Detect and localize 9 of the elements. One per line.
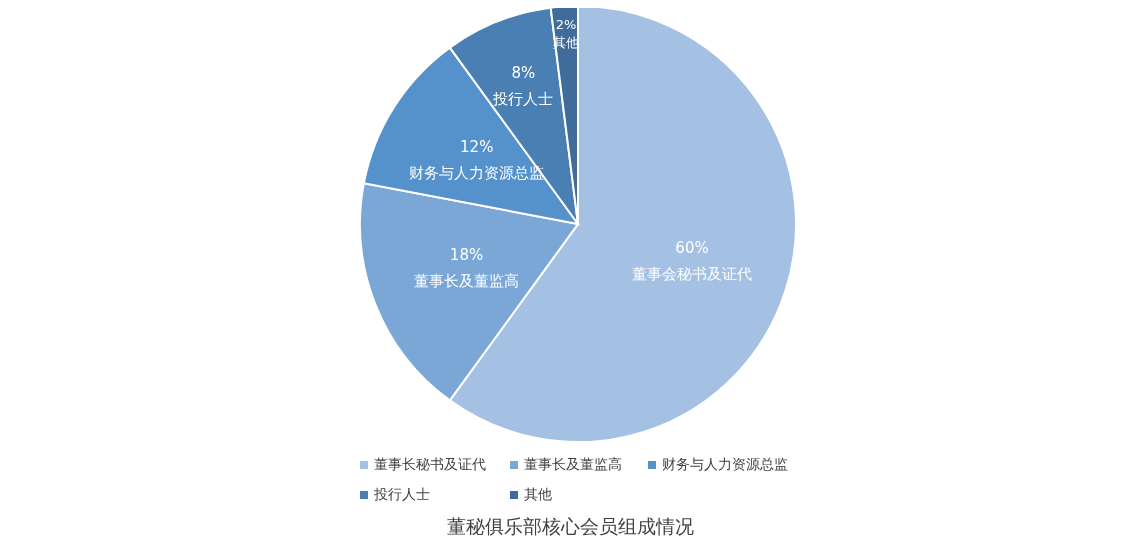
- data-label: 18% 董事长及董监高: [414, 246, 520, 291]
- data-label: 8% 投行人士: [492, 64, 554, 109]
- legend-label: 董事长秘书及证代: [374, 456, 486, 474]
- legend-label: 董事长及董监高: [524, 456, 622, 474]
- legend-label: 财务与人力资源总监: [662, 456, 788, 474]
- data-label: 60% 董事会秘书及证代: [632, 239, 753, 284]
- legend-label: 其他: [524, 486, 552, 504]
- legend-label: 投行人士: [374, 486, 430, 504]
- text: 董秘俱乐部核心会员组成情况: [445, 514, 695, 539]
